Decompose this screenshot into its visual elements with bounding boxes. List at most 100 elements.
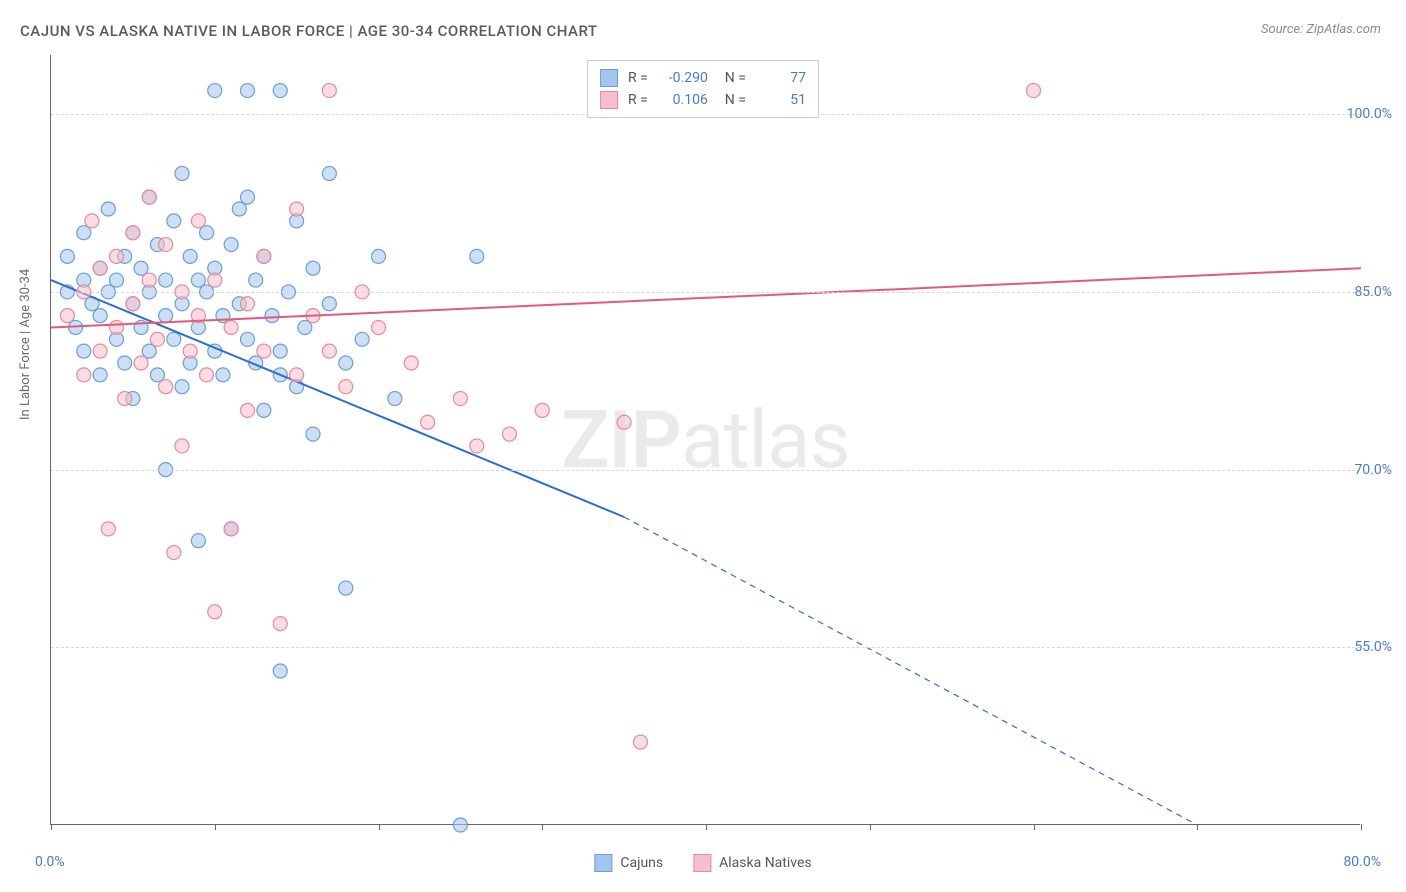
data-point (93, 368, 107, 382)
legend-row-cajuns: R = -0.290 N = 77 (600, 67, 806, 89)
data-point (306, 427, 320, 441)
legend-item-cajuns: Cajuns (594, 854, 663, 872)
data-point (224, 238, 238, 252)
data-point (167, 332, 181, 346)
legend-row-alaska: R = 0.106 N = 51 (600, 89, 806, 111)
legend-label-cajuns: Cajuns (620, 855, 663, 871)
data-point (167, 214, 181, 228)
trend-line-extrapolated (624, 517, 1197, 825)
data-point (453, 392, 467, 406)
data-point (241, 297, 255, 311)
y-tick-label: 85.0% (1354, 284, 1392, 300)
data-point (159, 273, 173, 287)
data-point (60, 249, 74, 263)
y-tick-label: 55.0% (1354, 639, 1392, 655)
data-point (183, 344, 197, 358)
x-tick (1034, 824, 1035, 830)
data-point (306, 261, 320, 275)
gridline (51, 470, 1360, 471)
data-point (265, 309, 279, 323)
data-point (273, 664, 287, 678)
x-tick (51, 824, 52, 830)
data-point (421, 415, 435, 429)
data-point (208, 605, 222, 619)
data-point (322, 344, 336, 358)
data-point (60, 309, 74, 323)
data-point (110, 273, 124, 287)
data-point (200, 368, 214, 382)
y-axis-label: In Labor Force | Age 30-34 (18, 269, 33, 420)
data-point (241, 190, 255, 204)
data-point (339, 581, 353, 595)
data-point (453, 818, 467, 832)
data-point (372, 320, 386, 334)
data-point (216, 368, 230, 382)
x-tick (379, 824, 380, 830)
r-value-cajuns: -0.290 (658, 70, 708, 86)
chart-plot-area: ZIPatlas (50, 55, 1360, 825)
legend-item-alaska: Alaska Natives (693, 854, 812, 872)
n-value-alaska: 51 (756, 92, 806, 108)
data-point (93, 344, 107, 358)
n-value-cajuns: 77 (756, 70, 806, 86)
data-point (290, 368, 304, 382)
x-tick (215, 824, 216, 830)
data-point (183, 249, 197, 263)
swatch-cajuns-bottom (594, 854, 612, 872)
y-tick-label: 100.0% (1347, 106, 1392, 122)
data-point (257, 403, 271, 417)
chart-title: CAJUN VS ALASKA NATIVE IN LABOR FORCE | … (20, 22, 598, 40)
x-tick (706, 824, 707, 830)
data-point (110, 320, 124, 334)
legend-label-alaska: Alaska Natives (719, 855, 812, 871)
data-point (241, 403, 255, 417)
data-point (273, 84, 287, 98)
data-point (126, 297, 140, 311)
data-point (142, 344, 156, 358)
data-point (273, 617, 287, 631)
data-point (191, 534, 205, 548)
data-point (535, 403, 549, 417)
data-point (150, 332, 164, 346)
y-tick-label: 70.0% (1354, 462, 1392, 478)
data-point (290, 202, 304, 216)
data-point (503, 427, 517, 441)
data-point (617, 415, 631, 429)
scatter-svg (51, 55, 1360, 824)
data-point (77, 368, 91, 382)
data-point (241, 84, 255, 98)
data-point (134, 261, 148, 275)
data-point (322, 84, 336, 98)
data-point (200, 226, 214, 240)
source-attribution: Source: ZipAtlas.com (1261, 22, 1381, 37)
data-point (118, 392, 132, 406)
data-point (159, 309, 173, 323)
data-point (1027, 84, 1041, 98)
data-point (191, 273, 205, 287)
data-point (134, 356, 148, 370)
x-tick (1361, 824, 1362, 830)
data-point (470, 249, 484, 263)
series-legend: Cajuns Alaska Natives (594, 854, 811, 872)
r-value-alaska: 0.106 (658, 92, 708, 108)
data-point (175, 439, 189, 453)
data-point (372, 249, 386, 263)
data-point (77, 226, 91, 240)
x-tick (1197, 824, 1198, 830)
data-point (85, 214, 99, 228)
data-point (224, 320, 238, 334)
data-point (175, 166, 189, 180)
data-point (322, 166, 336, 180)
data-point (110, 249, 124, 263)
data-point (142, 273, 156, 287)
data-point (167, 546, 181, 560)
data-point (126, 226, 140, 240)
gridline (51, 292, 1360, 293)
data-point (388, 392, 402, 406)
data-point (322, 297, 336, 311)
data-point (159, 380, 173, 394)
data-point (232, 202, 246, 216)
data-point (208, 273, 222, 287)
data-point (298, 320, 312, 334)
data-point (118, 356, 132, 370)
